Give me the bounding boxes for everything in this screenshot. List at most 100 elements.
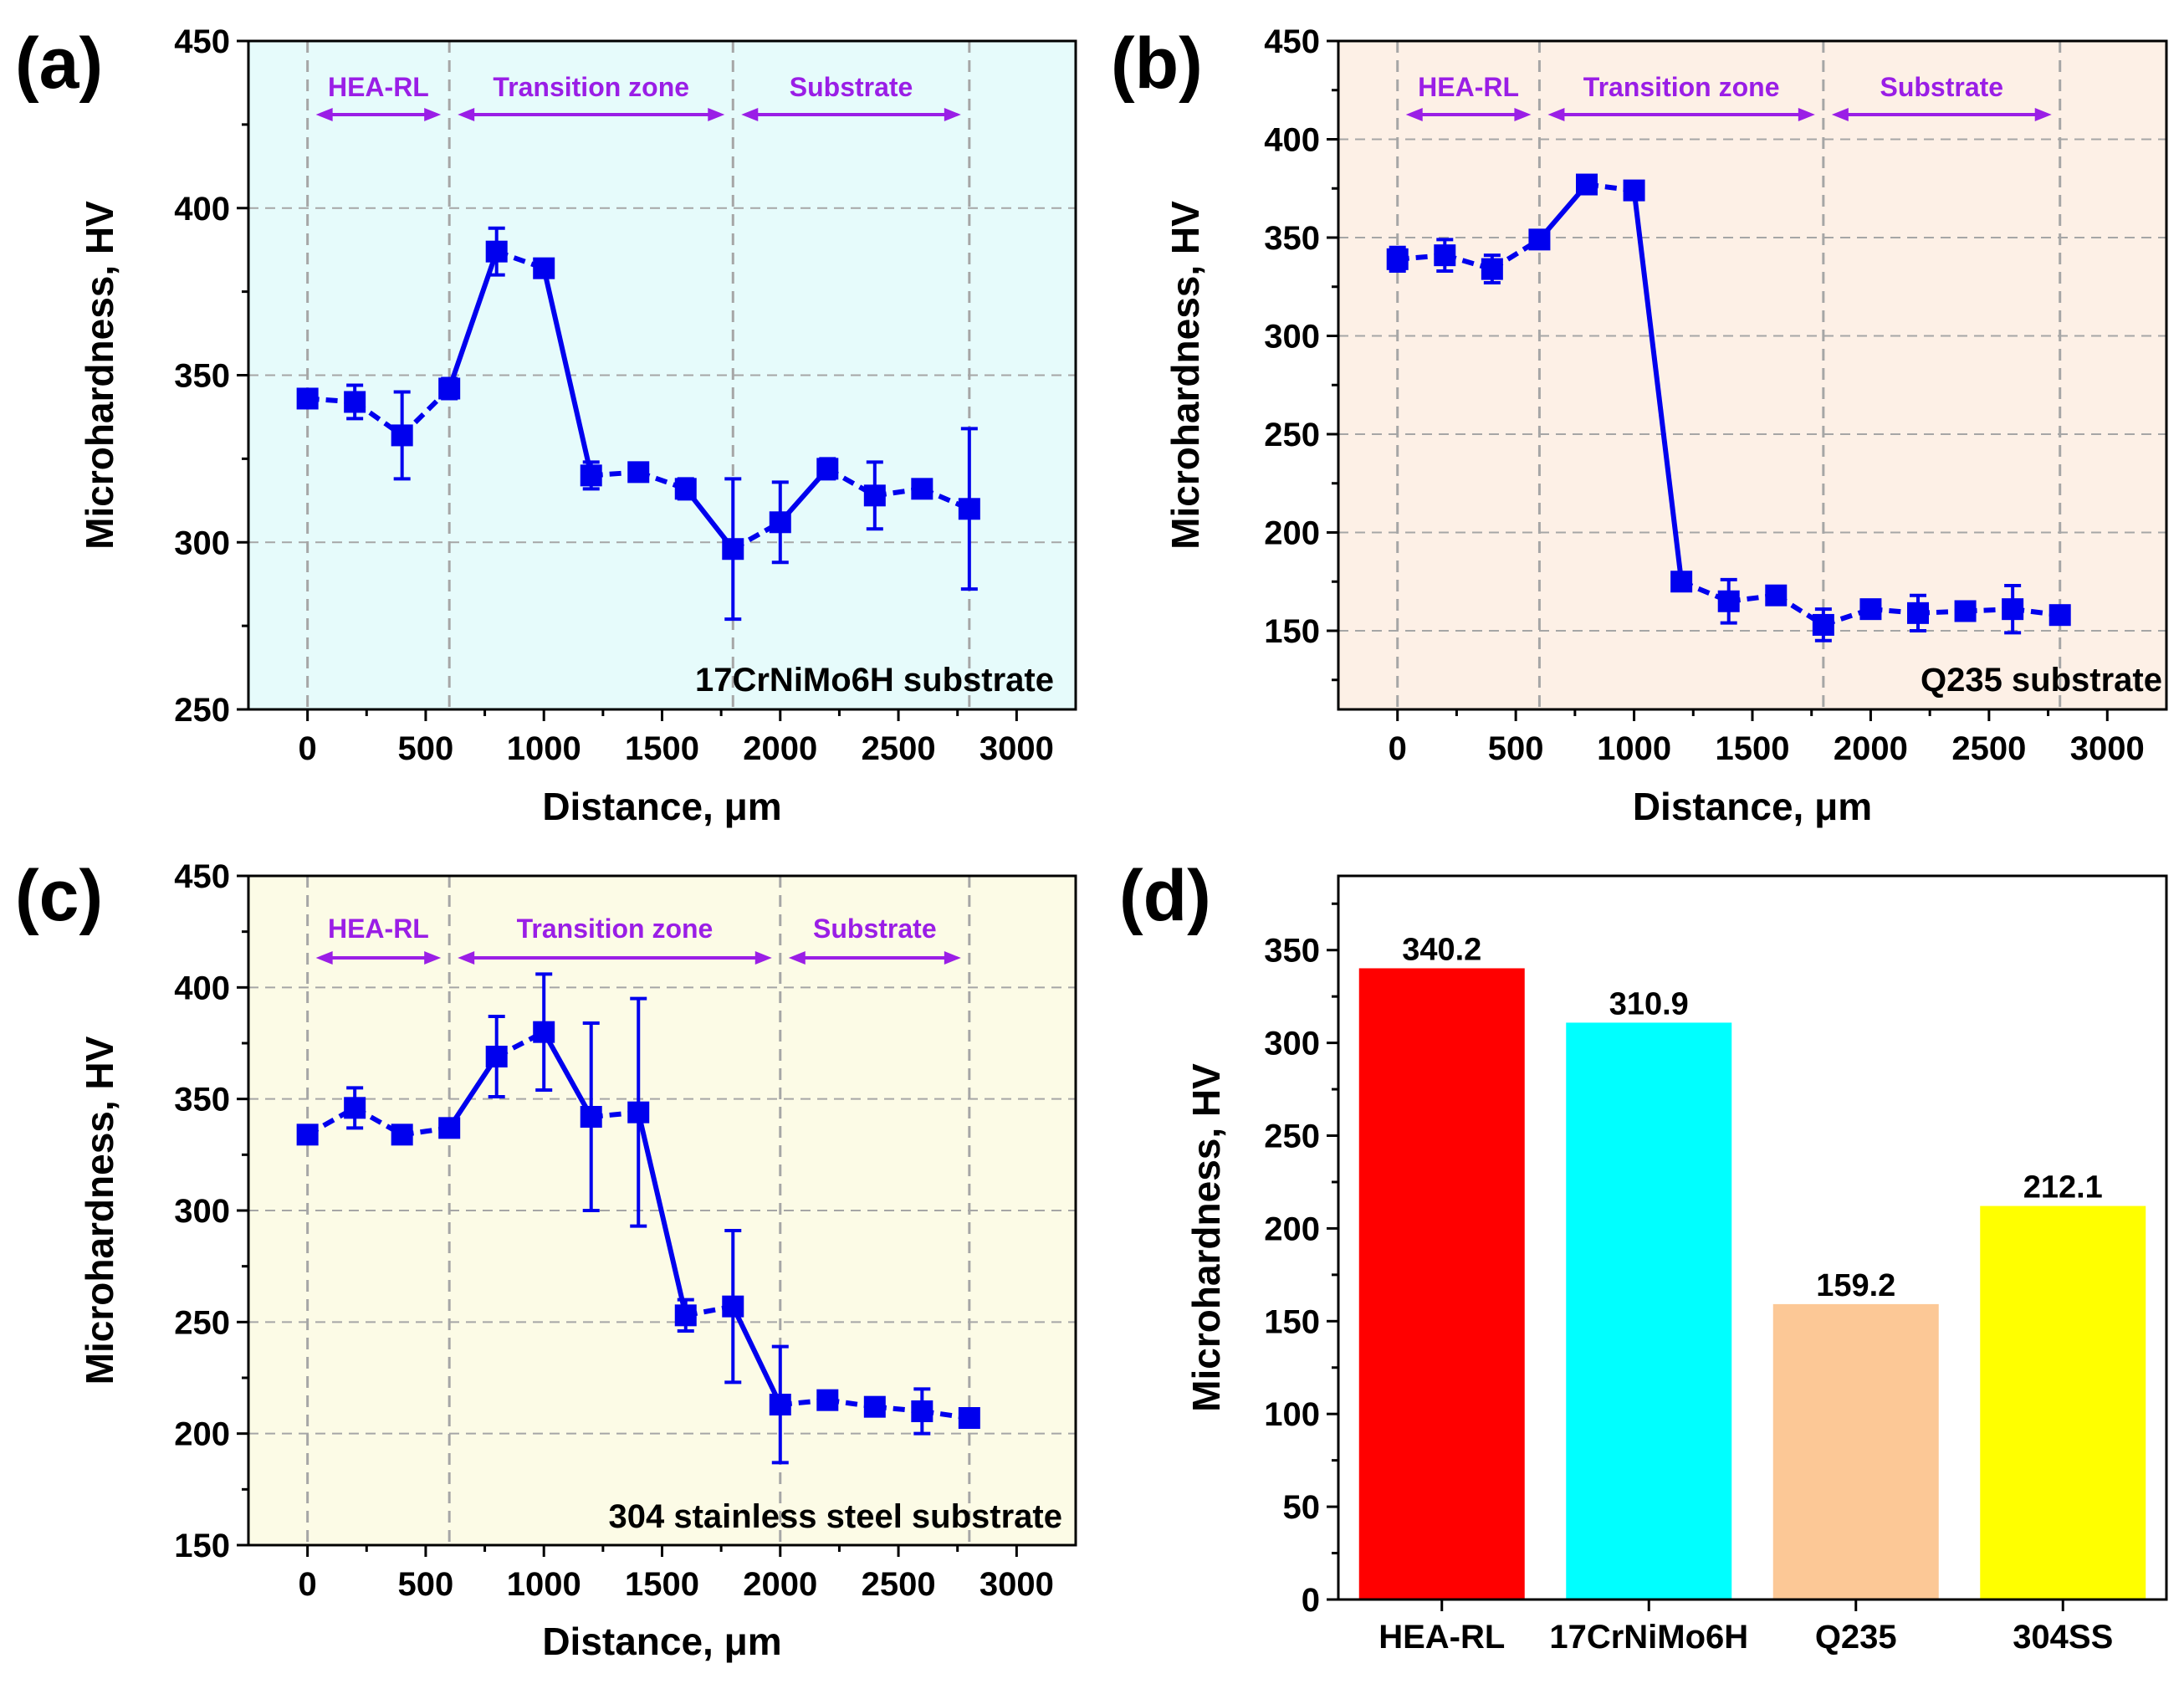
y-tick-label: 200 [1264,1211,1320,1247]
data-point-square [816,458,839,480]
y-tick-label: 350 [1264,933,1320,970]
data-point-square [1907,601,1929,624]
y-tick-label: 250 [1264,417,1320,453]
data-point-square [296,1124,319,1146]
data-point-square [1765,584,1788,607]
zone-arrow-right-icon [944,108,961,121]
data-point-square [296,387,319,410]
data-point-square [1812,613,1834,636]
panel-label: (a) [15,23,103,104]
x-tick-label: 3000 [979,730,1054,767]
panel-label: (d) [1119,856,1211,936]
data-point-square [863,484,886,507]
zone-arrow-left-icon [458,951,475,965]
data-point-square [533,257,555,279]
y-tick-label: 150 [1264,1303,1320,1340]
y-tick-label: 300 [174,1193,230,1230]
substrate-annotation: Q235 substrate [1921,662,2162,699]
bar [1772,1303,1939,1600]
x-tick-label: 2500 [862,730,936,767]
y-tick-label: 350 [174,1082,230,1118]
x-tick-label: 2000 [1834,730,1908,767]
series-line-segment [730,1305,783,1406]
y-axis-label: Microhardness, HV [78,1036,121,1385]
x-tick-label: HEA-RL [1378,1619,1505,1656]
chart-panel-b: HEA-RL Transition zone Substrate 150 200 250 3… [1111,23,2168,828]
substrate-annotation: 304 stainless steel substrate [608,1498,1062,1535]
x-tick-label: 0 [299,1566,317,1603]
zone-arrow-left-icon [458,108,475,121]
zone-label: HEA-RL [328,914,429,944]
y-tick-label: 50 [1283,1489,1321,1526]
bar-value-label: 212.1 [2023,1170,2103,1205]
y-tick-label: 150 [174,1528,230,1564]
y-tick-label: 400 [174,970,230,1006]
x-tick-label: 500 [1488,730,1544,767]
data-point-square [391,1124,413,1146]
data-point-square [863,1395,886,1418]
x-tick-label: 1000 [507,1566,581,1603]
plot-background [1338,41,2166,709]
data-point-square [1528,228,1551,251]
x-tick-label: 3000 [2070,730,2145,767]
data-point-square [958,1407,980,1429]
y-tick-label: 300 [1264,319,1320,356]
x-tick-label: 1500 [1716,730,1790,767]
data-point-square [533,1021,555,1043]
data-point-square [1434,244,1456,267]
data-point-square [816,1389,839,1411]
series-line-segment [541,267,594,477]
y-axis-label: Microhardness, HV [1164,201,1207,550]
y-tick-label: 0 [1302,1582,1320,1619]
series-line-segment [1631,190,1685,582]
zone-arrow-right-icon [424,951,442,965]
data-point-square [722,1295,744,1318]
data-point-square [911,478,933,500]
chart-panel-d: 340.2 HEA-RL 310.9 17CrNiMo6H 159.2 Q235 212.1… [1119,856,2168,1656]
x-tick-label: 500 [398,730,454,767]
data-point-square [391,424,413,447]
zone-arrow-right-icon [944,951,961,965]
data-point-square [438,1117,461,1139]
data-point-square [344,1097,366,1119]
y-tick-label: 150 [1264,613,1320,650]
y-tick-label: 250 [174,692,230,729]
y-tick-label: 350 [174,358,230,395]
zone-label: Substrate [813,914,937,944]
zone-label: Substrate [1880,72,2003,102]
data-point-square [722,538,744,560]
zone-label: HEA-RL [1418,72,1519,102]
x-tick-label: 2500 [1951,730,2026,767]
panel-label: (b) [1111,23,1203,104]
y-tick-label: 250 [1264,1118,1320,1155]
x-axis-label: Distance, μm [1633,785,1872,828]
zone-arrow-left-icon [1547,108,1565,121]
bar [1980,1205,2146,1600]
data-point-square [2048,604,2071,627]
zone-arrow-right-icon [2034,108,2052,121]
x-tick-label: 2000 [743,730,817,767]
y-tick-label: 450 [1264,23,1320,60]
x-tick-label: 304SS [2013,1619,2113,1656]
zone-arrow-right-icon [1798,108,1815,121]
x-tick-label: 2000 [743,1566,817,1603]
x-axis-label: Distance, μm [542,1620,781,1663]
x-tick-label: 1500 [625,730,699,767]
data-point-square [580,1106,602,1128]
series-line-segment [541,1031,594,1118]
data-point-square [344,391,366,413]
series-line-segment [447,1055,499,1129]
zone-arrow-left-icon [1405,108,1423,121]
y-tick-label: 450 [174,858,230,895]
bar-value-label: 310.9 [1609,986,1689,1021]
zone-arrow-right-icon [708,108,725,121]
y-tick-label: 450 [174,23,230,60]
y-tick-label: 300 [174,525,230,561]
bar-value-label: 159.2 [1816,1268,1895,1303]
zone-arrow-left-icon [315,951,333,965]
data-point-square [911,1400,933,1422]
data-point-square [1670,571,1693,593]
x-tick-label: 1500 [625,1566,699,1603]
chart-panel-a: HEA-RL Transition zone Substrate 250 300 350 4… [15,23,1077,828]
